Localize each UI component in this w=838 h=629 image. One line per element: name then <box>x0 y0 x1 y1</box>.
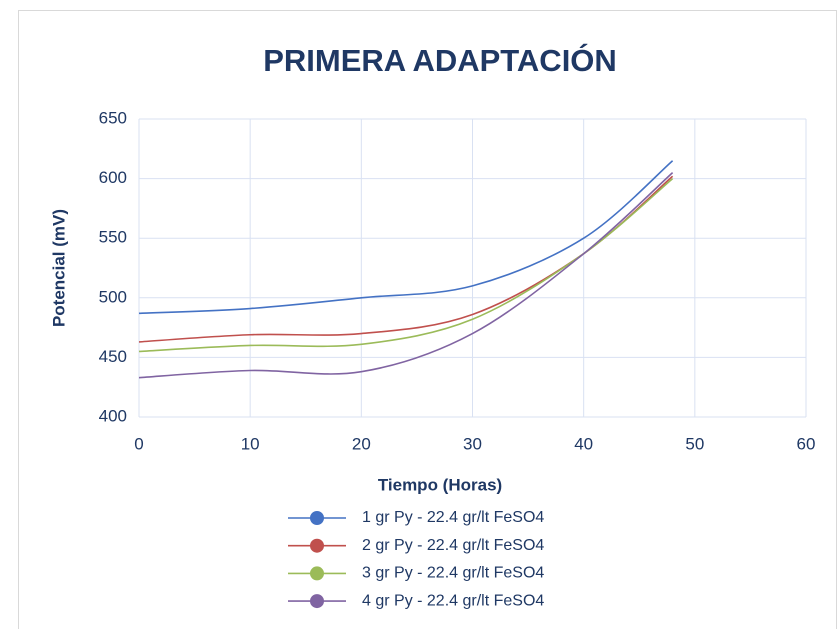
legend-label: 4 gr Py - 22.4 gr/lt FeSO4 <box>362 592 544 609</box>
legend-label: 2 gr Py - 22.4 gr/lt FeSO4 <box>362 537 544 554</box>
y-tick-label: 550 <box>99 228 127 247</box>
series-line <box>138 172 674 379</box>
y-tick-label: 450 <box>99 347 127 366</box>
legend-marker <box>310 538 324 553</box>
y-tick-label: 600 <box>99 168 127 187</box>
series-line <box>138 177 674 353</box>
x-axis-label: Tiempo (Horas) <box>378 475 502 494</box>
y-tick-label: 500 <box>99 287 127 306</box>
legend-marker <box>310 566 324 581</box>
legend-label: 1 gr Py - 22.4 gr/lt FeSO4 <box>362 509 544 526</box>
series-line <box>138 175 674 343</box>
x-tick-label: 20 <box>352 434 371 453</box>
x-tick-label: 50 <box>685 434 704 453</box>
y-tick-label: 650 <box>99 108 127 127</box>
y-tick-label: 400 <box>99 406 127 425</box>
legend-marker <box>310 594 324 609</box>
x-tick-label: 0 <box>134 434 143 453</box>
legend-marker <box>310 511 324 525</box>
chart-frame <box>18 10 837 629</box>
legend-label: 3 gr Py - 22.4 gr/lt FeSO4 <box>362 565 544 582</box>
x-tick-label: 10 <box>241 434 260 453</box>
x-tick-label: 30 <box>463 434 482 453</box>
x-tick-label: 60 <box>797 434 816 453</box>
y-axis-label: Potencial (mV) <box>49 209 68 327</box>
x-tick-label: 40 <box>574 434 593 453</box>
chart-title: PRIMERA ADAPTACIÓN <box>263 42 617 78</box>
series-line <box>138 160 674 315</box>
